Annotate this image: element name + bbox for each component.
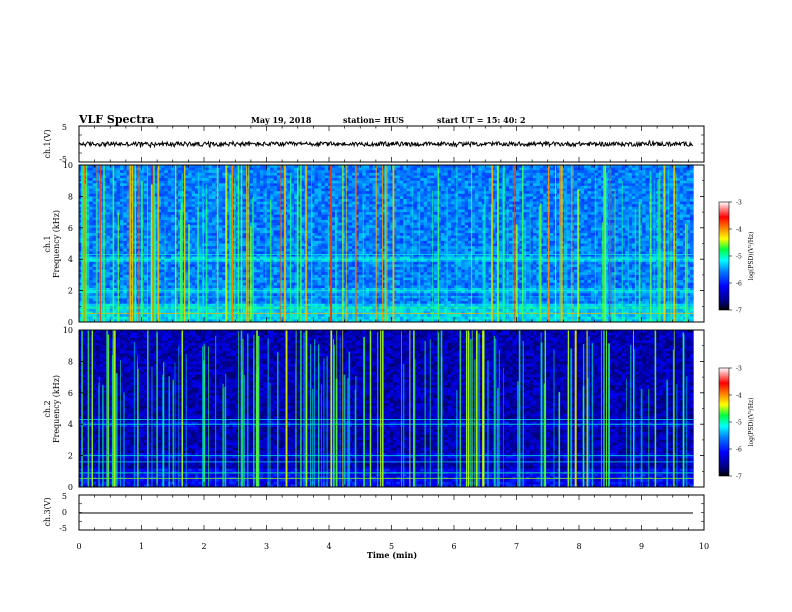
colorbar-tick-label: -5 (736, 254, 742, 261)
xtick-label: 3 (264, 542, 269, 551)
ch1-colorbar-label: log(PSD)(V²/Hz) (748, 232, 755, 281)
xtick-label: 5 (389, 542, 394, 551)
ch1-spectrogram-ylabel-line1: ch.1 (43, 235, 52, 252)
colorbar-tick-label: -6 (736, 281, 742, 288)
ch1-colorbar (718, 201, 730, 311)
ytick-label: 4 (68, 420, 73, 429)
colorbar-tick-label: -3 (736, 366, 742, 373)
station-label: station= HUS (343, 115, 404, 125)
ch2-colorbar-ticks: -3 -4 -5 -6 -7 (729, 366, 742, 481)
ch1-spectrogram-image (79, 165, 694, 323)
ch3-waveform-panel: 5 0 -5 ch.3(V) (43, 492, 705, 533)
xtick-label: 7 (514, 542, 519, 551)
ch2-spectrogram-yticks: 0 2 4 6 8 10 (63, 326, 704, 492)
ch3-waveform-ylabel: ch.3(V) (43, 497, 52, 526)
ch3-ytick-0: 0 (62, 508, 67, 517)
ch1-colorbar-ticks: -3 -4 -5 -6 -7 (729, 200, 742, 315)
ch2-spectrogram-ylabel-line1: ch.2 (43, 400, 52, 417)
x-axis-ticks (78, 125, 705, 531)
ytick-label: 0 (68, 483, 73, 492)
ch2-colorbar (718, 367, 730, 477)
ytick-label: 8 (68, 192, 73, 201)
xtick-label: 8 (576, 542, 581, 551)
ytick-label: 8 (68, 357, 73, 366)
colorbar-tick-label: -7 (736, 308, 742, 315)
ytick-label: 2 (68, 287, 73, 296)
ytick-label: 0 (68, 318, 73, 327)
ch2-spectrogram-ylabel-line2: Frequency (kHz) (52, 375, 61, 443)
ytick-label: 10 (63, 326, 73, 335)
ch2-colorbar-label: log(PSD)(V²/Hz) (748, 398, 755, 447)
ytick-label: 10 (63, 161, 73, 170)
colorbar-tick-label: -6 (736, 447, 742, 454)
xtick-label: 6 (451, 542, 456, 551)
xtick-label: 0 (76, 542, 81, 551)
ch1-waveform-trace (78, 139, 694, 149)
colorbar-tick-label: -3 (736, 200, 742, 207)
xtick-label: 9 (639, 542, 644, 551)
ytick-label: 6 (68, 389, 73, 398)
colorbar-tick-label: -7 (736, 474, 742, 481)
figure-title: VLF Spectra (78, 113, 154, 126)
ch1-waveform-ylabel: ch.1(V) (43, 129, 52, 158)
ch1-ytick-neg5: -5 (59, 155, 67, 164)
xtick-label: 10 (699, 542, 709, 551)
xtick-label: 2 (201, 542, 206, 551)
ch2-spectrogram-image (79, 330, 694, 488)
date-label: May 19, 2018 (251, 115, 312, 125)
ytick-label: 2 (68, 452, 73, 461)
colorbar-tick-label: -4 (736, 227, 742, 234)
ch1-spectrogram-ylabel-line2: Frequency (kHz) (52, 210, 61, 278)
ch3-ytick-neg5: -5 (59, 524, 67, 533)
xtick-label: 4 (326, 542, 331, 551)
ytick-label: 4 (68, 255, 73, 264)
ytick-label: 6 (68, 224, 73, 233)
x-axis-tick-labels: 0 1 2 3 4 5 6 7 8 9 10 (76, 542, 709, 551)
ch3-ytick-5: 5 (62, 492, 67, 501)
x-axis-label: Time (min) (367, 550, 417, 560)
colorbar-tick-label: -5 (736, 420, 742, 427)
xtick-label: 1 (139, 542, 144, 551)
ch1-waveform-panel: 5 -5 ch.1(V) (43, 123, 705, 164)
ch1-spectrogram-yticks: 0 2 4 6 8 10 (63, 161, 704, 327)
colorbar-tick-label: -4 (736, 393, 742, 400)
ch1-ytick-5: 5 (62, 123, 67, 132)
start-time-label: start UT = 15: 40: 2 (437, 115, 526, 125)
